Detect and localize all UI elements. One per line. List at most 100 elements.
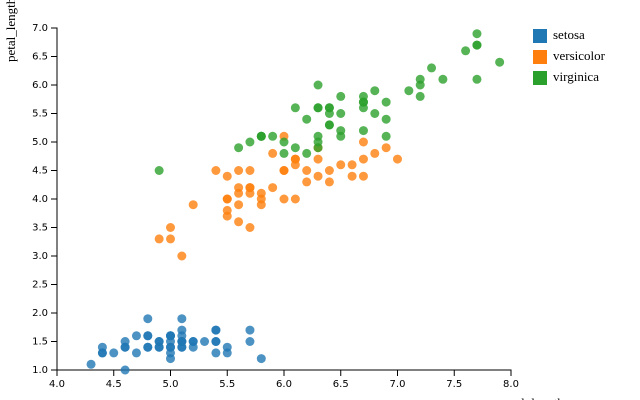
- point: [211, 325, 221, 335]
- point: [256, 131, 266, 141]
- point: [370, 148, 380, 158]
- point: [120, 342, 130, 352]
- point: [211, 348, 221, 358]
- x-tick-label: 4.5: [106, 379, 122, 390]
- x-tick-label: 5.0: [163, 379, 179, 390]
- x-tick-label: 4.0: [49, 379, 65, 390]
- point: [166, 342, 175, 352]
- point: [427, 63, 437, 73]
- point: [336, 126, 346, 136]
- point: [211, 166, 221, 175]
- point: [347, 160, 357, 170]
- point: [358, 97, 368, 107]
- point: [154, 234, 164, 244]
- y-tick-label: 4.5: [32, 166, 48, 177]
- y-tick-label: 1.5: [32, 337, 48, 348]
- point: [97, 348, 107, 358]
- x-axis-label: sepal_length: [498, 395, 564, 400]
- point: [268, 131, 278, 141]
- point: [358, 154, 368, 164]
- point: [370, 86, 380, 96]
- point: [211, 337, 221, 346]
- point: [313, 103, 323, 113]
- point: [438, 74, 448, 84]
- point: [245, 325, 255, 335]
- x-tick-label: 6.5: [333, 379, 349, 390]
- point: [143, 331, 153, 341]
- point: [472, 40, 482, 50]
- point: [245, 137, 255, 147]
- point: [461, 46, 471, 56]
- point: [381, 97, 391, 107]
- y-tick-label: 5.5: [32, 109, 48, 120]
- y-tick-label: 7.0: [32, 23, 48, 34]
- point: [234, 217, 244, 227]
- y-tick-label: 2.0: [32, 308, 48, 319]
- point: [336, 91, 346, 101]
- point: [381, 114, 391, 124]
- point: [109, 348, 119, 358]
- point: [166, 223, 175, 232]
- point: [245, 166, 255, 175]
- point: [222, 194, 232, 204]
- point: [143, 314, 153, 324]
- legend-label: versicolor: [553, 48, 606, 63]
- point: [234, 166, 244, 175]
- point: [245, 337, 255, 346]
- point: [313, 80, 323, 90]
- point: [358, 137, 368, 147]
- point: [279, 166, 289, 175]
- point: [154, 342, 164, 352]
- point: [324, 177, 334, 187]
- point: [166, 331, 175, 341]
- point: [302, 177, 312, 187]
- point: [472, 74, 482, 84]
- point: [222, 171, 232, 181]
- y-tick-label: 3.0: [32, 251, 48, 262]
- point: [336, 160, 346, 170]
- legend-swatch: [533, 71, 547, 85]
- point: [177, 314, 187, 324]
- point: [256, 354, 266, 364]
- point: [290, 160, 300, 170]
- point: [324, 166, 334, 175]
- point: [86, 359, 96, 369]
- point: [393, 154, 402, 164]
- point: [370, 109, 380, 118]
- legend-swatch: [533, 50, 547, 64]
- point: [302, 114, 312, 124]
- point: [143, 342, 153, 352]
- point: [154, 166, 164, 175]
- point: [234, 200, 244, 210]
- point: [381, 143, 391, 153]
- legend-label: setosa: [553, 27, 585, 42]
- y-tick-label: 6.5: [32, 52, 48, 63]
- point: [234, 183, 244, 193]
- point: [404, 86, 414, 96]
- point: [188, 200, 198, 210]
- point: [256, 194, 266, 204]
- point: [268, 183, 278, 193]
- point: [131, 348, 141, 358]
- point: [290, 194, 300, 204]
- point: [415, 91, 425, 101]
- point: [279, 194, 289, 204]
- x-tick-label: 6.0: [276, 379, 292, 390]
- point: [245, 223, 255, 232]
- point: [279, 137, 289, 147]
- point: [131, 331, 141, 341]
- point: [347, 171, 357, 181]
- y-tick-label: 4.0: [32, 194, 48, 205]
- point: [245, 188, 255, 198]
- x-tick-label: 8.0: [503, 379, 519, 390]
- point: [279, 148, 289, 158]
- legend-label: virginica: [553, 69, 599, 84]
- point: [381, 131, 391, 141]
- y-tick-label: 2.5: [32, 280, 48, 291]
- point: [120, 365, 130, 375]
- point: [415, 80, 425, 90]
- point: [290, 143, 300, 153]
- point: [268, 148, 278, 158]
